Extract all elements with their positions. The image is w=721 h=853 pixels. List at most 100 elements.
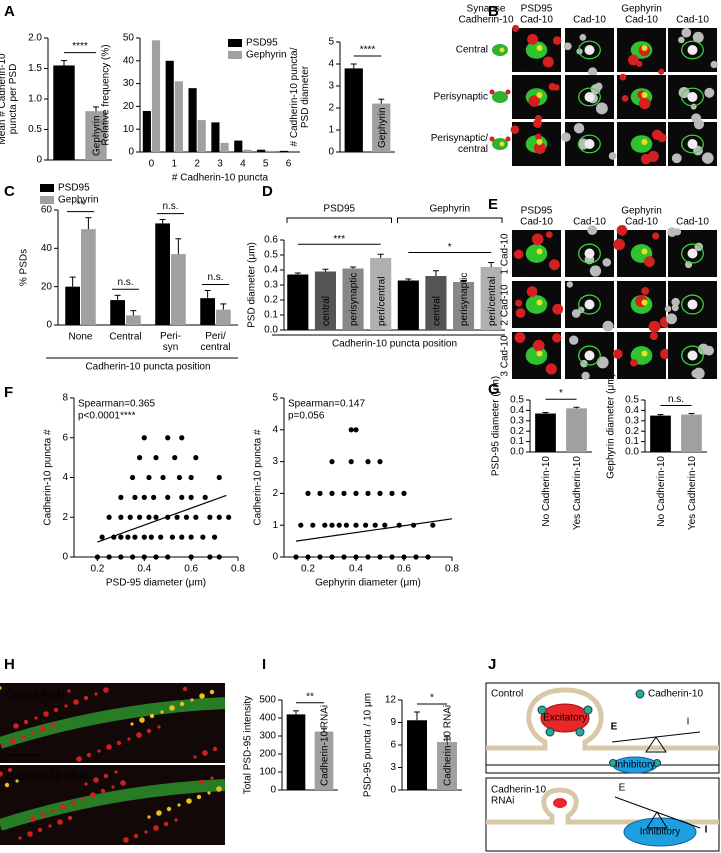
- overlap-signal: [641, 248, 648, 255]
- column-header: Gephyrin: [621, 4, 662, 15]
- point: [158, 534, 164, 540]
- puncta: [31, 731, 35, 735]
- panel-label: B: [488, 3, 499, 20]
- cad10-signal: [528, 95, 540, 107]
- category-label: Control RNAi: [292, 728, 303, 786]
- cad10-signal: [545, 363, 557, 375]
- psd-outline: [578, 87, 601, 107]
- overlap-signal: [641, 92, 648, 98]
- point: [188, 534, 194, 540]
- psd-signal: [525, 295, 548, 314]
- category-label: peri/central: [376, 277, 387, 326]
- x-axis-label: Cadherin-10 puncta position: [85, 362, 210, 373]
- point: [106, 514, 112, 520]
- y-tick-label: 2.0: [28, 33, 42, 44]
- cad10-signal: [527, 33, 539, 45]
- point: [99, 534, 105, 540]
- cad10-gray: [584, 92, 595, 102]
- psd-outline: [681, 243, 704, 264]
- point: [329, 490, 335, 496]
- y-tick-label: 1: [272, 520, 278, 531]
- neuron-membrane: [486, 687, 719, 751]
- point: [148, 534, 154, 540]
- puncta: [199, 779, 205, 785]
- category-label: 1: [172, 159, 178, 170]
- cadherin-10: [653, 759, 661, 767]
- point: [353, 427, 359, 433]
- point: [129, 474, 136, 481]
- puncta: [133, 833, 139, 839]
- micrograph: [0, 765, 225, 845]
- row-label: central: [458, 144, 488, 155]
- legend-label: PSD95: [58, 183, 90, 194]
- cad10-gray: [673, 228, 682, 236]
- cad10-gray: [569, 335, 579, 345]
- point: [141, 534, 147, 540]
- y-tick-label: 0: [390, 785, 396, 796]
- cad10-signal: [553, 84, 560, 91]
- y-axis-label: Total PSD-95 intensity: [243, 696, 254, 794]
- significance-label: ****: [360, 45, 376, 56]
- point: [317, 490, 323, 496]
- bar: [81, 229, 96, 325]
- cad10-gray: [576, 48, 583, 55]
- bar: [174, 81, 183, 152]
- category-label: No Cadherin-10: [656, 456, 667, 527]
- y-tick-label: 3: [328, 81, 334, 92]
- cad10-signal: [545, 231, 553, 239]
- cad10-gray: [579, 34, 587, 41]
- bar: [53, 65, 75, 160]
- point: [329, 459, 335, 465]
- y-tick-label: 4: [328, 59, 334, 70]
- legend-label: PSD95: [246, 38, 278, 49]
- bar: [234, 140, 243, 152]
- psd-outline: [681, 345, 704, 366]
- column-header: Cad-10: [573, 217, 606, 228]
- puncta: [64, 704, 68, 708]
- box-title: Cadherin-10: [491, 785, 546, 796]
- puncta: [51, 809, 55, 813]
- cad10-signal: [616, 224, 628, 236]
- point: [151, 494, 157, 500]
- point: [202, 494, 208, 500]
- puncta: [157, 725, 161, 729]
- cad10-gray: [687, 350, 698, 361]
- bar: [397, 280, 419, 330]
- group-label: Gephyrin: [429, 204, 470, 215]
- puncta: [37, 827, 43, 833]
- point: [377, 490, 383, 496]
- cad10-signal: [548, 259, 560, 271]
- puncta: [84, 782, 88, 786]
- bar: [314, 271, 336, 330]
- bar: [211, 122, 220, 152]
- puncta: [34, 716, 38, 720]
- y-tick-label: 4: [272, 424, 278, 435]
- point: [353, 554, 359, 560]
- point: [348, 427, 354, 433]
- y-tick-label: 40: [41, 243, 53, 254]
- panel-label: H: [4, 656, 15, 673]
- y-tick-label: 0.0: [510, 447, 524, 458]
- point: [310, 522, 316, 528]
- cad10-signal: [649, 332, 658, 341]
- cad10-gray: [671, 153, 682, 164]
- cad10-gray: [693, 367, 705, 380]
- cad10-gray: [573, 123, 585, 134]
- point: [141, 554, 147, 560]
- point: [193, 455, 199, 461]
- point: [174, 514, 180, 520]
- legend-label: Cadherin-10: [648, 689, 703, 700]
- puncta: [196, 794, 202, 800]
- cad10-gray: [693, 119, 705, 130]
- cad10-gray: [666, 313, 677, 325]
- cad10-signal: [531, 233, 544, 246]
- point: [365, 490, 371, 496]
- puncta: [130, 722, 134, 726]
- point: [176, 474, 183, 481]
- schematic-central: [499, 47, 505, 53]
- significance-label: n.s.: [117, 277, 133, 288]
- column-header: Cad-10: [520, 15, 553, 26]
- cad10-gray: [587, 225, 598, 236]
- cad10-gray: [687, 248, 698, 259]
- point: [137, 514, 143, 520]
